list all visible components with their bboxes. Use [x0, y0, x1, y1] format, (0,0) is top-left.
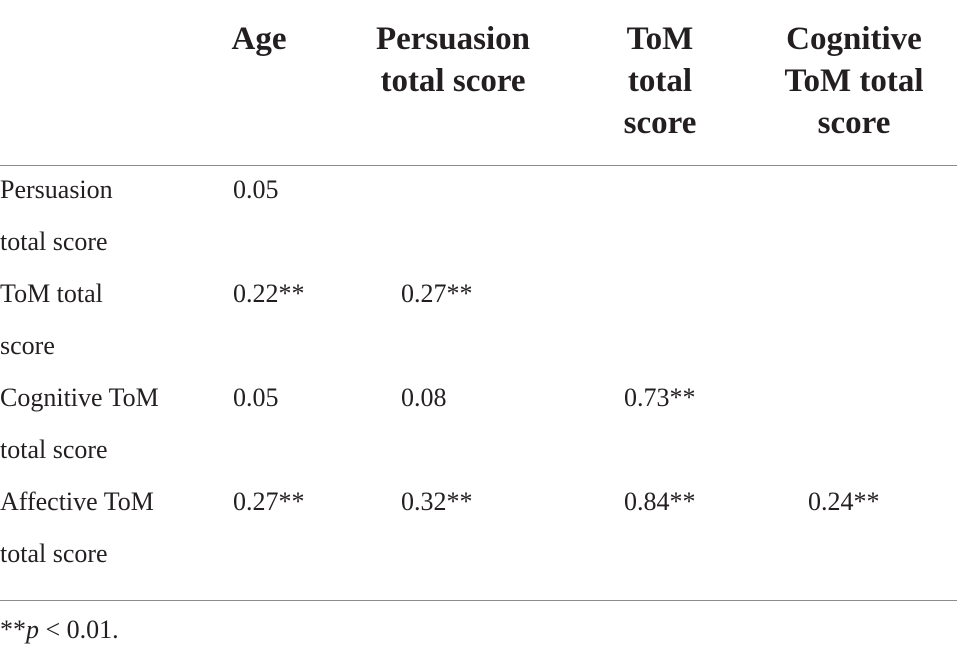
column-header-age: Age [231, 21, 287, 57]
column-header-tom-total-score: ToM total score [623, 21, 697, 141]
table-cell: 0.84** [624, 487, 696, 516]
footnote-rest: < 0.01. [39, 615, 119, 644]
table-cell: 0.27** [401, 279, 473, 308]
column-header-cognitive-tom-total-score: Cognitive ToM total score [784, 21, 924, 141]
table-cell: 0.32** [401, 487, 473, 516]
table-footnote: **p < 0.01. [0, 612, 119, 648]
row-label-cognitive-tom-total-score: Cognitive ToM total score [0, 383, 159, 464]
footnote-prefix: ** [0, 615, 26, 644]
table-cell: 0.27** [233, 487, 305, 516]
table-cell: 0.08 [401, 383, 447, 412]
table-cell: 0.73** [624, 383, 696, 412]
table-cell: 0.05 [233, 383, 279, 412]
table-cell: 0.24** [808, 487, 880, 516]
table-cell: 0.22** [233, 279, 305, 308]
row-label-persuasion-total-score: Persuasion total score [0, 175, 113, 256]
table-cell: 0.05 [233, 175, 279, 204]
row-label-tom-total-score: ToM total score [0, 279, 103, 360]
table-bottom-rule [0, 600, 957, 601]
header-rule [0, 165, 957, 166]
column-header-persuasion-total-score: Persuasion total score [375, 21, 530, 99]
row-label-affective-tom-total-score: Affective ToM total score [0, 487, 154, 568]
footnote-p: p [26, 615, 39, 644]
